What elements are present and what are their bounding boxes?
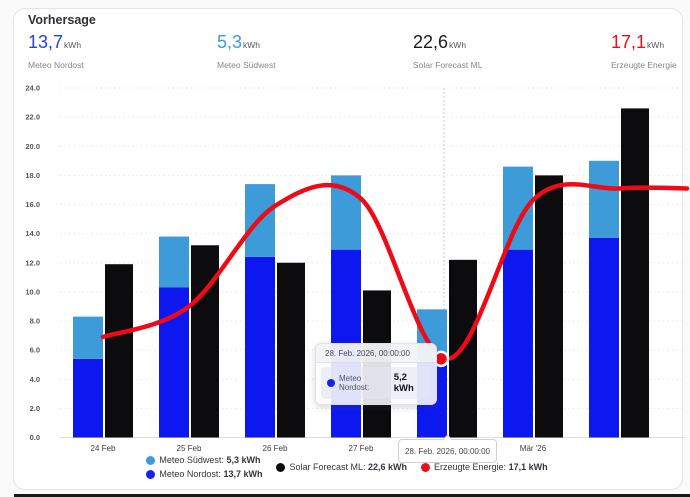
bar-meteo-suedwest[interactable] — [159, 236, 189, 288]
y-axis-tick-label: 2.0 — [30, 404, 40, 413]
line-erzeugte-energie[interactable] — [100, 181, 690, 362]
x-axis-tick-label: 25 Feb — [177, 444, 202, 453]
legend-dot-erzeugte-energie — [421, 462, 431, 472]
y-axis-tick-label: 16.0 — [25, 200, 40, 209]
tooltip-series-value: 5,2 kWh — [393, 372, 414, 394]
x-axis-tick-label: 27 Feb — [349, 444, 374, 453]
legend-dot-meteo-suedwest — [146, 455, 156, 465]
legend-item-meteo-suedwest[interactable]: Meteo Südwest: 5,3 kWh — [146, 455, 262, 465]
stat-solar-forecast: 22,6kWh Solar Forecast ML — [413, 33, 482, 70]
tooltip-series-label: Meteo Nordost: — [339, 374, 370, 392]
legend-item-erzeugte-energie[interactable]: Erzeugte Energie: 17,1 kWh — [421, 462, 548, 472]
stat-meteo-nordost: 13,7kWh Meteo Nordost — [28, 33, 84, 70]
legend-value: 13,7 kWh — [223, 469, 263, 479]
bar-solar-forecast-ml[interactable] — [621, 108, 649, 438]
bar-meteo-nordost[interactable] — [503, 249, 533, 438]
legend-value: 17,1 kWh — [508, 462, 548, 472]
y-axis-tick-label: 12.0 — [25, 258, 40, 267]
bar-solar-forecast-ml[interactable] — [535, 175, 563, 438]
stat-unit: kWh — [647, 40, 665, 50]
stat-unit: kWh — [449, 40, 467, 50]
y-axis-tick-label: 24.0 — [25, 84, 40, 93]
y-axis-tick-label: 8.0 — [30, 317, 40, 326]
legend-value: 22,6 kWh — [368, 462, 408, 472]
bar-solar-forecast-ml[interactable] — [105, 264, 133, 438]
card-title: Vorhersage — [28, 13, 96, 27]
stat-meteo-suedwest: 5,3kWh Meteo Südwest — [217, 33, 276, 70]
legend-label: Meteo Nordost: — [159, 469, 221, 479]
legend-dot-solar-forecast — [276, 462, 286, 472]
bar-meteo-nordost[interactable] — [73, 358, 103, 438]
stat-value: 13,7 — [28, 32, 64, 52]
stat-label: Erzeugte Energie — [611, 60, 677, 70]
stat-label: Meteo Nordost — [28, 60, 84, 70]
stat-label: Solar Forecast ML — [413, 60, 483, 70]
tooltip-series-dot — [327, 379, 335, 387]
legend-label: Solar Forecast ML: — [289, 462, 366, 472]
legend-item-solar-forecast[interactable]: Solar Forecast ML: 22,6 kWh — [276, 462, 407, 472]
stat-value: 22,6 — [413, 32, 449, 52]
chart-legend: Meteo Südwest: 5,3 kWh Meteo Nordost: 13… — [13, 455, 681, 479]
y-axis-tick-label: 14.0 — [25, 229, 40, 238]
x-axis-tick-label: 24 Feb — [91, 444, 116, 453]
y-axis-tick-label: 4.0 — [30, 375, 40, 384]
legend-value: 5,3 kWh — [226, 455, 261, 465]
stat-unit: kWh — [243, 40, 261, 50]
chart-tooltip: 28. Feb. 2026, 00:00:00 Meteo Nordost: 5… — [315, 343, 437, 405]
bar-meteo-nordost[interactable] — [589, 237, 619, 438]
stat-label: Meteo Südwest — [217, 60, 276, 70]
y-axis-tick-label: 22.0 — [25, 113, 40, 122]
stat-value: 5,3 — [217, 32, 243, 52]
background-bottom-edge — [14, 494, 690, 497]
bar-solar-forecast-ml[interactable] — [277, 262, 305, 438]
y-axis-tick-label: 6.0 — [30, 346, 40, 355]
tooltip-series-row: Meteo Nordost: 5,2 kWh — [321, 367, 431, 399]
x-axis-tick-label: 26 Feb — [263, 444, 288, 453]
bar-solar-forecast-ml[interactable] — [191, 245, 219, 438]
y-axis-tick-label: 18.0 — [25, 171, 40, 180]
stat-unit: kWh — [64, 40, 82, 50]
tooltip-date: 28. Feb. 2026, 00:00:00 — [316, 344, 436, 363]
y-axis-tick-label: 10.0 — [25, 287, 40, 296]
legend-column: Meteo Südwest: 5,3 kWh Meteo Nordost: 13… — [146, 455, 262, 479]
legend-label: Erzeugte Energie: — [434, 462, 507, 472]
bar-meteo-suedwest[interactable] — [73, 316, 103, 359]
y-axis-tick-label: 0.0 — [30, 433, 40, 442]
stat-erzeugte-energie: 17,1kWh Erzeugte Energie — [611, 33, 677, 70]
x-axis-tick-label: Mär '26 — [520, 444, 547, 453]
legend-label: Meteo Südwest: — [159, 455, 224, 465]
bar-meteo-suedwest[interactable] — [589, 160, 619, 238]
bar-meteo-nordost[interactable] — [245, 256, 275, 438]
x-axis-tooltip: 28. Feb. 2026, 00:00:00 — [398, 439, 497, 463]
stat-value: 17,1 — [611, 32, 647, 52]
legend-item-meteo-nordost[interactable]: Meteo Nordost: 13,7 kWh — [146, 469, 262, 479]
y-axis-tick-label: 20.0 — [25, 142, 40, 151]
legend-dot-meteo-nordost — [146, 469, 156, 479]
